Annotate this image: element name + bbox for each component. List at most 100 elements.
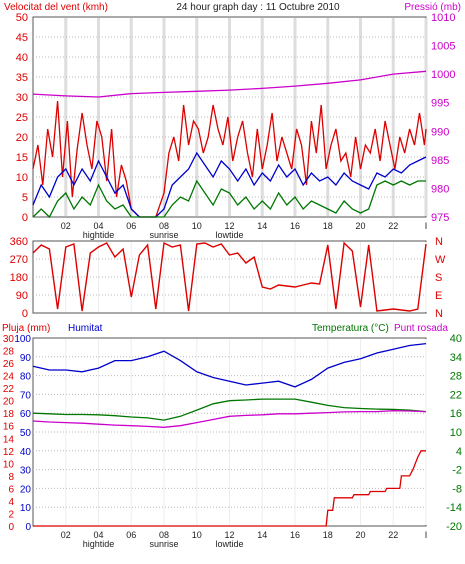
pressure-tick-label: 1005	[431, 41, 455, 53]
time-tick-label: 04	[93, 530, 103, 540]
time-tick-label: 12	[224, 221, 234, 231]
rain-tick-label: 12	[3, 447, 15, 458]
series-line-velocitat-m-nima	[32, 179, 426, 219]
rain-tick-label: 18	[3, 409, 15, 420]
temperature-tick-label: 4	[456, 446, 462, 458]
compass-tick-label: S	[435, 272, 442, 284]
speed-tick-label: 25	[16, 112, 28, 124]
series-line-punt-rosada	[32, 410, 427, 428]
series-line-r-fega	[32, 100, 427, 218]
temperature-tick-label: -2	[452, 465, 462, 477]
series-line-humitat	[32, 342, 427, 388]
pressure-tick-label: 980	[431, 183, 449, 195]
temperature-tick-label: -14	[446, 502, 462, 514]
pressure-tick-label: 995	[431, 98, 449, 110]
humidity-tick-label: 70	[20, 390, 32, 401]
humidity-axis-label: Humitat	[68, 323, 103, 334]
rain-humidity-temperature-series	[32, 342, 427, 527]
rain-tick-label: 10	[3, 459, 15, 470]
time-tick-label: I	[425, 221, 428, 231]
temperature-tick-label: -8	[452, 483, 462, 495]
wind-pressure-series	[32, 70, 427, 219]
speed-tick-label: 40	[16, 52, 28, 64]
rain-tick-label: 6	[8, 484, 14, 495]
degree-tick-label: 0	[22, 308, 28, 320]
humidity-tick-label: 90	[20, 353, 32, 364]
time-tick-label: 10	[192, 221, 202, 231]
humidity-tick-label: 10	[20, 503, 32, 514]
time-tick-label: 04	[93, 221, 103, 231]
rain-tick-label: 24	[3, 372, 15, 383]
speed-tick-label: 20	[16, 132, 28, 144]
series-line-pressi-	[32, 70, 427, 98]
wind-speed-ticks: 0 5 10 15 20 25 30 35 40 45 50	[16, 12, 28, 224]
time-tick-label: 18	[323, 221, 333, 231]
series-line-velocitat-mitjana	[32, 151, 427, 218]
time-tick-label: 18	[323, 530, 333, 540]
speed-tick-label: 0	[22, 212, 28, 224]
time-tick-label: 10	[192, 530, 202, 540]
time-tick-label: 12	[224, 530, 234, 540]
pressure-tick-label: 1000	[431, 69, 455, 81]
event-label: sunrise	[149, 539, 178, 549]
wind-direction-grid	[33, 242, 427, 312]
time-tick-label: 14	[257, 530, 267, 540]
event-label: lowtide	[215, 230, 243, 240]
compass-tick-label: E	[435, 290, 442, 302]
rain-tick-label: 16	[3, 422, 15, 433]
rain-tick-label: 26	[3, 359, 15, 370]
wind-tide-sun-labels: hightide sunrise lowtide	[83, 230, 244, 240]
graph-title: 24 hour graph day : 11 Octubre 2010	[176, 2, 340, 13]
rain-axis-label: Pluja (mm)	[2, 323, 50, 334]
series-line-temperatura	[32, 398, 427, 421]
time-tick-label: 06	[126, 221, 136, 231]
dewpoint-axis-label: Punt rosada	[394, 323, 448, 334]
time-tick-label: 22	[388, 221, 398, 231]
degree-tick-label: 270	[10, 254, 28, 266]
time-tick-label: 06	[126, 530, 136, 540]
time-tick-label: 02	[61, 530, 71, 540]
humidity-tick-label: 0	[25, 522, 31, 533]
time-tick-label: 20	[355, 221, 365, 231]
rain-tick-label: 14	[3, 434, 15, 445]
time-tick-label: 16	[290, 530, 300, 540]
series-line-pluja-mm-	[33, 450, 426, 527]
humidity-tick-label: 50	[20, 428, 32, 439]
humidity-tick-label: 100	[14, 334, 31, 345]
wind-time-ticks: 02 04 06 08 10 12 14 16 18 20 22 I	[61, 221, 428, 231]
wind-direction-series	[32, 241, 427, 312]
speed-tick-label: 35	[16, 72, 28, 84]
temperature-tick-label: 40	[450, 333, 462, 345]
speed-tick-label: 15	[16, 152, 28, 164]
pressure-axis-label: Pressió (mb)	[404, 2, 461, 13]
event-label: hightide	[83, 539, 115, 549]
degree-tick-label: 180	[10, 272, 28, 284]
series-line-wind-direction	[32, 241, 427, 312]
temperature-tick-label: 34	[450, 352, 462, 364]
pressure-tick-label: 990	[431, 126, 449, 138]
degree-tick-label: 90	[16, 290, 28, 302]
temperature-tick-label: 28	[450, 371, 462, 383]
temperature-tick-label: -20	[446, 521, 462, 533]
pressure-tick-label: 1010	[431, 12, 455, 24]
humidity-tick-label: 20	[20, 484, 32, 495]
speed-tick-label: 50	[16, 12, 28, 24]
temperature-tick-label: 10	[450, 427, 462, 439]
time-tick-label: 08	[159, 530, 169, 540]
rain-tick-label: 8	[8, 472, 14, 483]
wind-direction-degree-ticks: 0 90 180 270 360	[10, 236, 28, 320]
temperature-tick-label: 22	[450, 389, 462, 401]
pressure-tick-label: 985	[431, 155, 449, 167]
humidity-tick-label: 80	[20, 372, 32, 383]
event-label: lowtide	[215, 539, 243, 549]
humidity-tick-label: 30	[20, 466, 32, 477]
wind-speed-axis-label: Velocitat del vent (kmh)	[4, 2, 108, 13]
degree-tick-label: 360	[10, 236, 28, 248]
rain-tick-label: 4	[8, 497, 14, 508]
rain-tick-label: 22	[3, 384, 15, 395]
pressure-ticks: 975 980 985 990 995 1000 1005 1010	[431, 12, 455, 224]
